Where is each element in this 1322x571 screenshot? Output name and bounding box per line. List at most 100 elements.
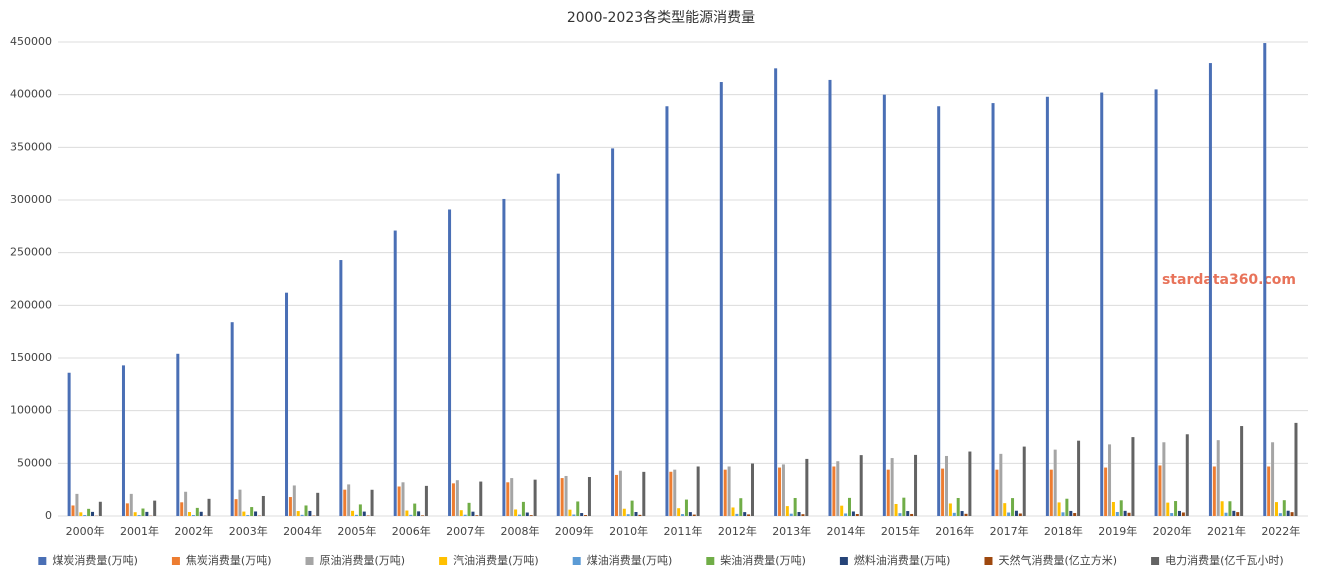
bar [1236,512,1240,516]
bar [362,511,366,516]
bar [1267,466,1271,516]
bar [898,513,902,516]
y-tick-label: 100000 [10,404,52,417]
bar [1104,467,1108,516]
bar [785,506,789,516]
x-tick-label: 2013年 [772,524,811,538]
bar [681,514,685,516]
bar [316,492,320,516]
legend-label: 柴油消费量(万吨) [720,553,806,567]
x-tick-label: 2003年 [229,524,268,538]
bar [133,512,137,516]
bar [510,478,514,516]
bar [413,503,417,516]
bar [1228,501,1232,516]
bar [451,483,455,516]
bar [125,503,129,516]
bar [638,514,642,516]
bar [587,477,591,516]
bar [1282,500,1286,516]
watermark: stardata360.com [1162,272,1296,288]
bar [1003,503,1007,516]
bar [1123,510,1127,516]
bar [1065,498,1069,516]
bar [952,512,956,516]
bar [1220,501,1224,516]
bar [556,173,560,516]
bar [894,503,898,516]
legend-swatch [706,557,715,565]
bar [254,511,258,516]
bar [121,365,125,516]
bar [906,511,910,516]
bar [568,509,572,516]
bar [1158,465,1162,516]
bar [463,514,467,516]
bar [98,501,102,516]
legend-label: 汽油消费量(万吨) [453,553,539,567]
bar [1286,510,1290,516]
x-tick-label: 2008年 [500,524,539,538]
bar [459,510,463,516]
bar [1216,440,1220,516]
bar [634,511,638,516]
bar [448,209,452,517]
bar [584,515,588,516]
bar [692,514,696,516]
bar [1053,449,1057,516]
bar [910,513,914,516]
bar [1290,512,1294,516]
bar [560,478,564,516]
bar [234,499,238,516]
bar [521,501,525,516]
bar [960,511,964,516]
x-tick-label: 2009年 [555,524,594,538]
y-tick-label: 50000 [17,456,52,469]
legend-swatch [572,557,581,565]
bar [397,486,401,516]
bar [747,514,751,516]
legend-label: 焦炭消费量(万吨) [186,553,272,567]
x-tick-label: 2019年 [1098,524,1137,538]
bar [1232,510,1236,516]
bar [723,469,727,516]
y-tick-label: 0 [45,509,52,522]
legend-swatch [984,557,993,565]
y-tick-label: 250000 [10,246,52,259]
x-tick-label: 2006年 [392,524,431,538]
bar [1240,426,1244,516]
bar [250,507,254,516]
bar [405,510,409,516]
bar [1111,501,1115,516]
bar [1154,89,1158,517]
bar [1061,512,1065,516]
legend-label: 煤油消费量(万吨) [587,553,673,567]
bar [518,514,522,516]
bar [805,458,809,516]
x-tick-label: 2020年 [1153,524,1192,538]
bar [67,372,71,516]
legend-label: 原油消费量(万吨) [320,553,406,567]
bar [343,489,347,516]
y-tick-label: 450000 [10,35,52,48]
bar [572,514,576,516]
bar [261,495,265,516]
bar [1049,469,1053,516]
bar [502,198,506,517]
bar [79,512,83,516]
bar [199,511,203,516]
bar [529,515,533,516]
bar [731,507,735,516]
bar [467,502,471,516]
x-tick-label: 2012年 [718,524,757,538]
bar [1294,422,1298,516]
bar [308,510,312,516]
bar [677,508,681,516]
bar [424,485,428,516]
y-tick-label: 200000 [10,298,52,311]
legend-swatch [1151,557,1160,565]
bar [778,467,782,516]
bar [347,484,351,516]
legend-label: 燃料油消费量(万吨) [854,553,951,567]
